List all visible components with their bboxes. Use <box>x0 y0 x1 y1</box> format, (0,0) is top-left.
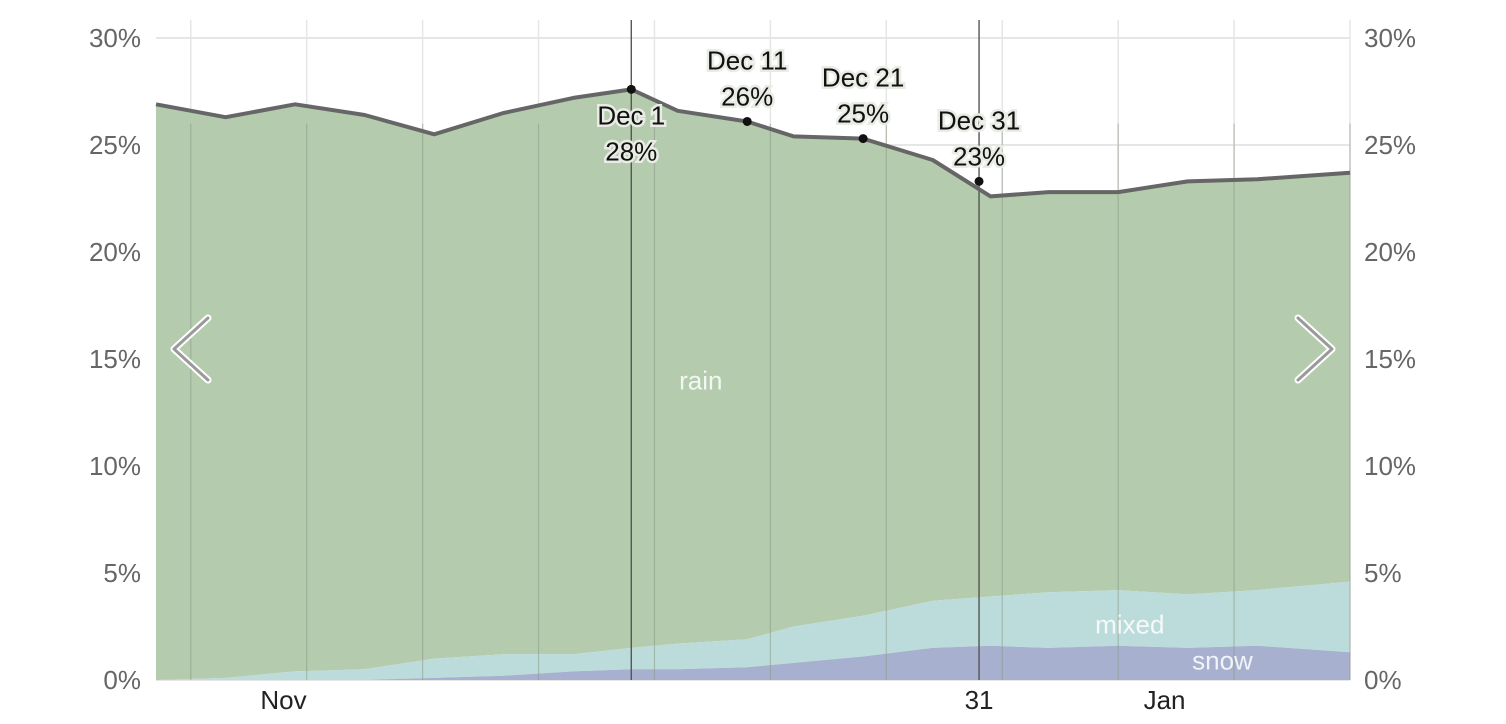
y-tick-label-right: 10% <box>1364 451 1416 481</box>
annotation-point <box>858 134 868 144</box>
y-tick-label-left: 30% <box>89 23 141 53</box>
annotation-point <box>974 176 984 186</box>
area-labels: rain mixed snow <box>679 365 1253 675</box>
annotation-date: Dec 21 <box>822 63 904 93</box>
next-button-hit[interactable] <box>1280 300 1350 400</box>
annotation-value: 23% <box>953 141 1005 171</box>
stacked-areas <box>156 89 1350 680</box>
annotation-date: Dec 11 <box>707 45 787 75</box>
annotations: Dec 1 28% Dec 11 26% Dec 21 25% Dec 31 23% <box>595 43 1023 186</box>
area-mixed <box>156 581 1350 680</box>
x-axis: Nov 31 Jan <box>260 685 1185 715</box>
y-tick-label-right: 5% <box>1364 558 1402 588</box>
next-button[interactable] <box>1280 300 1350 400</box>
y-tick-label-right: 25% <box>1364 130 1416 160</box>
area-snow <box>156 645 1350 680</box>
y-tick-label-left: 10% <box>89 451 141 481</box>
annotation-point <box>742 116 752 126</box>
x-tick-label: Jan <box>1144 685 1186 715</box>
y-tick-label-right: 30% <box>1364 23 1416 53</box>
y-tick-label-right: 0% <box>1364 665 1402 695</box>
annotation-value: 26% <box>721 81 773 111</box>
y-tick-label-right: 20% <box>1364 237 1416 267</box>
prev-button-hit[interactable] <box>160 300 230 400</box>
x-tick-label: Nov <box>260 685 306 715</box>
y-axis-left: 0% 5% 10% 15% 20% 25% 30% <box>89 23 141 695</box>
y-axis-right: 0% 5% 10% 15% 20% 25% 30% <box>1364 23 1416 695</box>
prev-button[interactable] <box>160 300 230 400</box>
annotation-point <box>626 84 636 94</box>
x-tick-label: 31 <box>965 685 994 715</box>
area-rain <box>156 89 1350 680</box>
week-lines <box>190 20 1351 680</box>
chevron-right-icon-stroke[interactable] <box>1296 316 1334 382</box>
annotation-value: 25% <box>837 99 889 129</box>
area-label-rain: rain <box>679 365 722 395</box>
annotation-date: Dec 1 <box>597 100 665 130</box>
y-tick-label-left: 25% <box>89 130 141 160</box>
y-tick-label-right: 15% <box>1364 344 1416 374</box>
annotation-date: Dec 31 <box>938 105 1020 135</box>
y-tick-label-left: 15% <box>89 344 141 374</box>
area-label-snow: snow <box>1192 646 1253 676</box>
y-tick-label-left: 20% <box>89 237 141 267</box>
chevron-left-icon-stroke[interactable] <box>172 316 210 382</box>
y-tick-label-left: 0% <box>103 665 141 695</box>
area-label-mixed: mixed <box>1095 609 1164 639</box>
annotation-value: 28% <box>605 136 657 166</box>
y-tick-label-left: 5% <box>103 558 141 588</box>
